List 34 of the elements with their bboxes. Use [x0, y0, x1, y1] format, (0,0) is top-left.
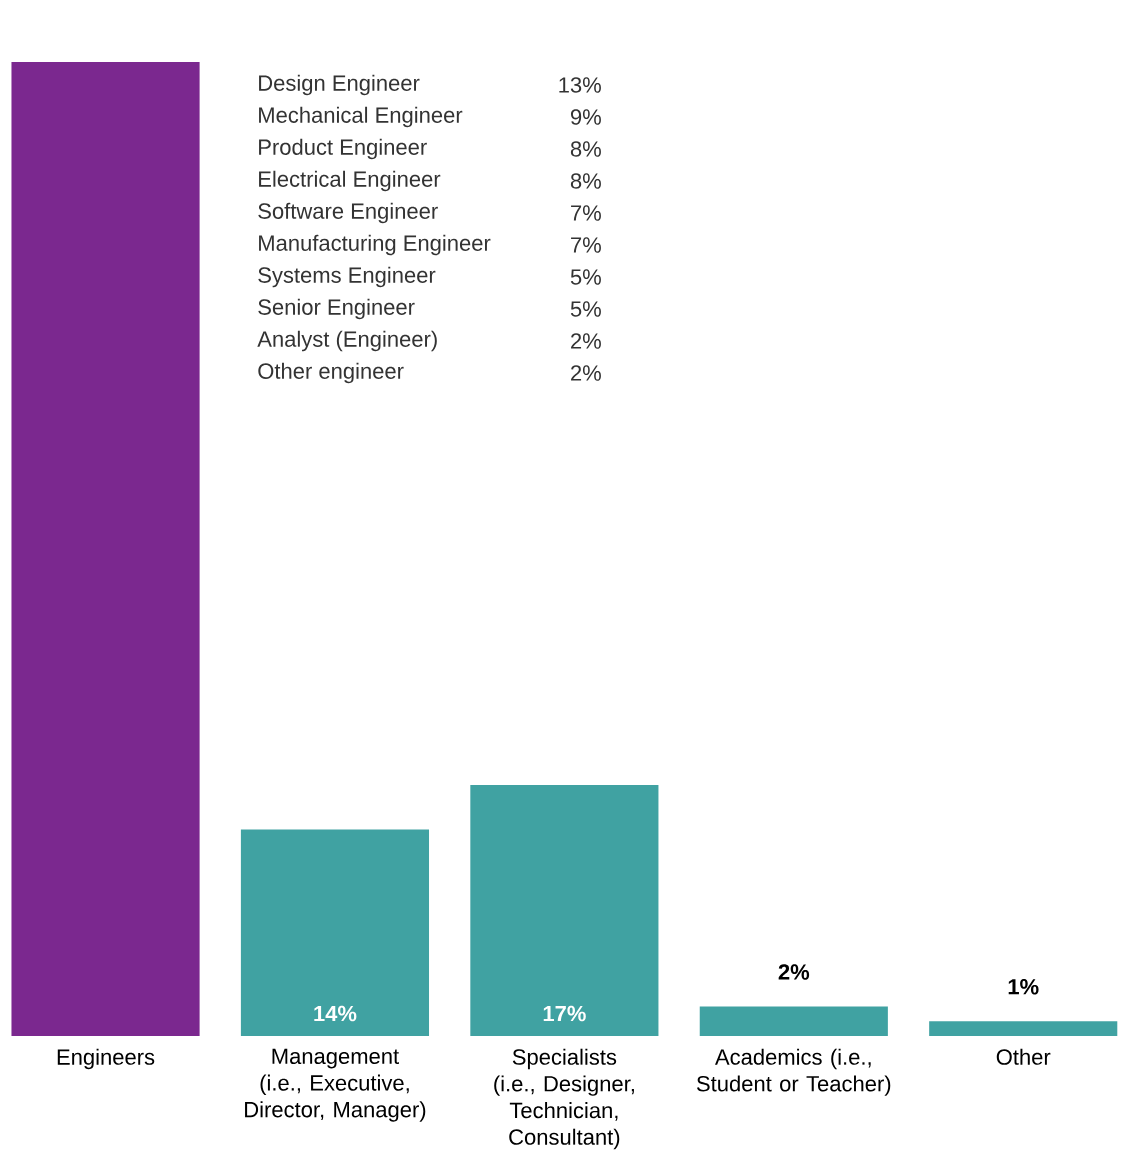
bar — [929, 1021, 1118, 1036]
category-label: Systems Engineer — [258, 266, 436, 288]
bar — [699, 1006, 889, 1036]
data-label: 7% — [571, 205, 602, 221]
category-label: Electrical Engineer — [259, 170, 441, 192]
category-label: Mechanical Engineer — [259, 106, 463, 128]
bar — [470, 785, 659, 1036]
data-label: 2% — [571, 365, 602, 381]
data-label: 2% — [571, 333, 602, 349]
data-label: 5% — [570, 301, 602, 317]
data-label: 13% — [559, 77, 602, 93]
x-tick-label: Other — [996, 1048, 1051, 1065]
bar — [11, 62, 200, 1036]
bar — [241, 829, 430, 1036]
data-label: 17% — [543, 1005, 586, 1022]
category-label: Manufacturing Engineer — [259, 234, 491, 256]
x-tick-label: Specialists (i.e., Designer, Technician, Consultant) — [494, 1048, 635, 1150]
x-tick-label: Engineers — [57, 1048, 155, 1070]
data-label: 5% — [570, 269, 602, 285]
category-label: Senior Engineer — [258, 298, 415, 320]
category-label: Other engineer — [258, 362, 404, 384]
category-label: Product Engineer — [259, 138, 428, 160]
data-label: 2% — [778, 964, 810, 980]
data-label: 8% — [571, 141, 602, 157]
data-label: 7% — [571, 237, 602, 253]
data-label: 8% — [571, 173, 602, 189]
data-label: 1% — [1008, 979, 1039, 995]
data-label: 9% — [571, 109, 602, 125]
category-label: Analyst (Engineer) — [257, 330, 437, 352]
category-label: Software Engineer — [258, 202, 439, 224]
x-tick-label: Academics (i.e., Student or Teacher) — [697, 1048, 891, 1096]
data-label: 14% — [314, 1005, 357, 1022]
category-label: Design Engineer — [259, 74, 420, 96]
x-tick-label: Management (i.e., Executive, Director, Manager) — [245, 1048, 426, 1122]
